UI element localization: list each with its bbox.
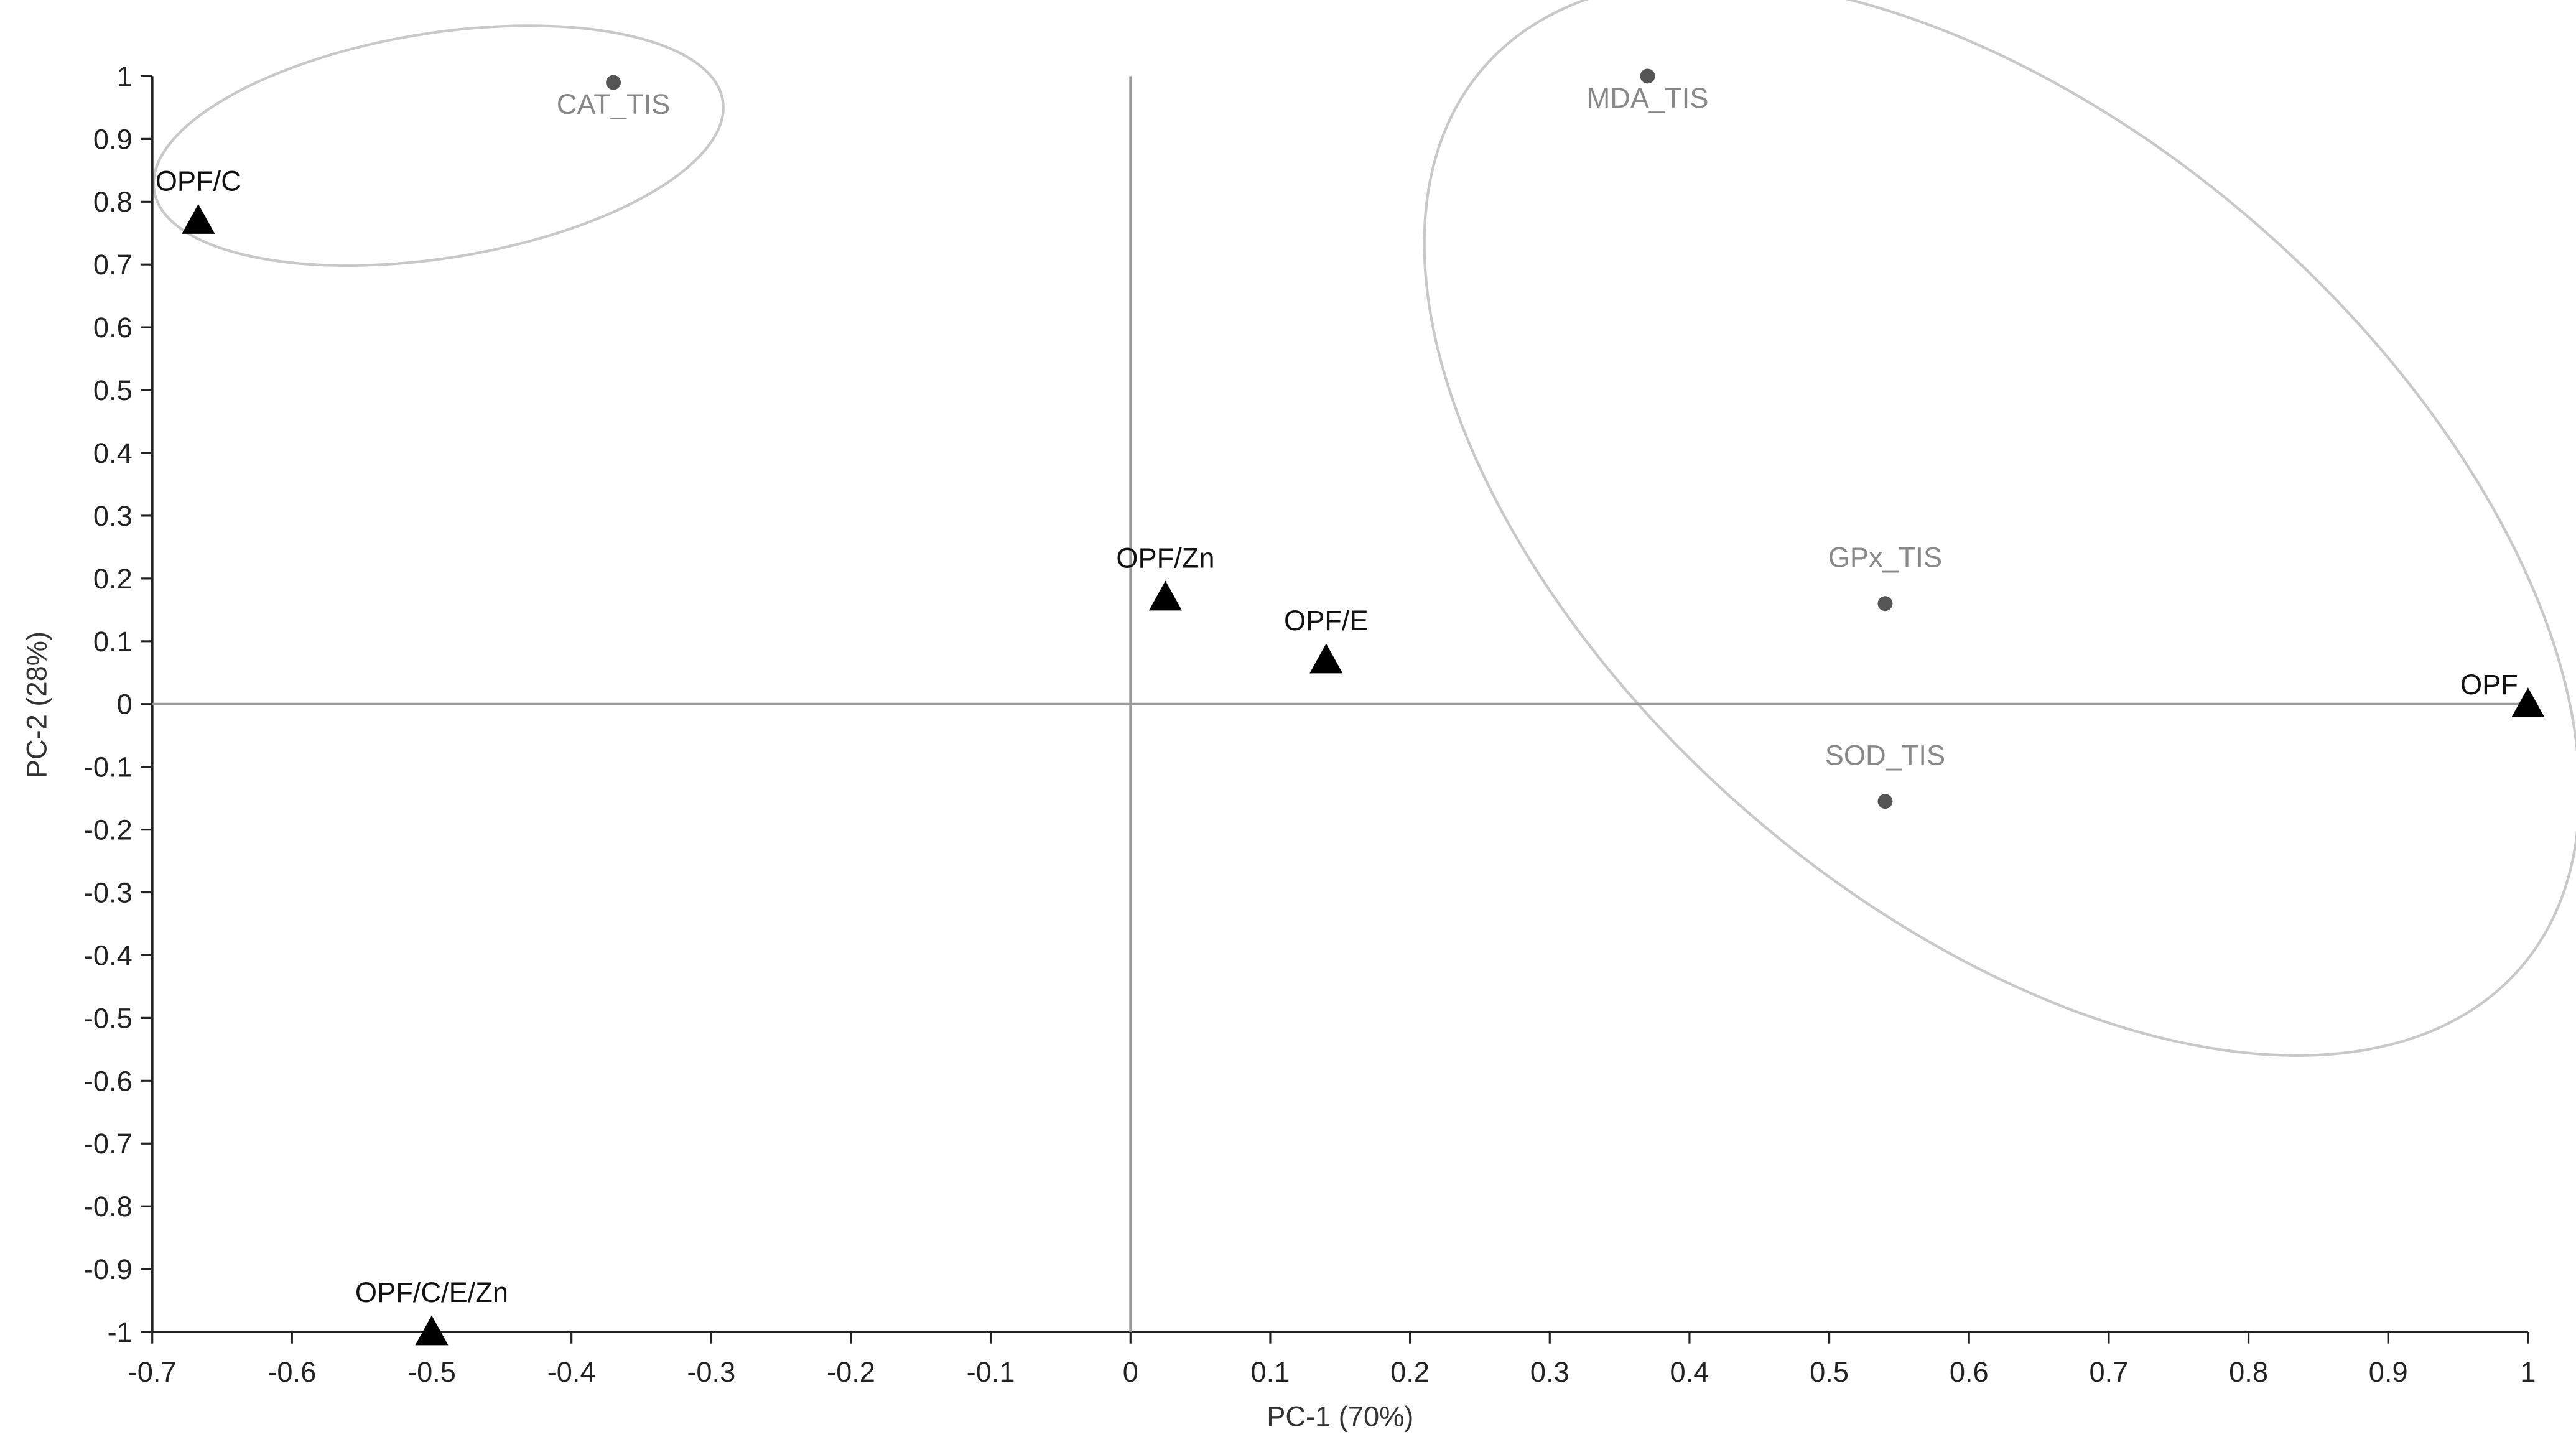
y-tick-label: 0.8 <box>93 186 133 218</box>
y-tick-label: -0.7 <box>84 1128 133 1160</box>
y-tick-label: 0.1 <box>93 626 133 658</box>
y-tick-label: -0.2 <box>84 814 133 846</box>
x-tick-label: -0.4 <box>547 1356 596 1388</box>
point-label: OPF/C <box>156 165 241 197</box>
sample-marker <box>2511 687 2545 718</box>
variable-marker <box>1877 794 1893 809</box>
sample-marker <box>415 1315 449 1346</box>
y-tick-label: 0.7 <box>93 249 133 281</box>
y-tick-label: 1 <box>117 60 133 92</box>
y-tick-label: 0.4 <box>93 437 133 469</box>
x-tick-label: 0.6 <box>1950 1356 1989 1388</box>
point-label: MDA_TIS <box>1587 82 1709 114</box>
x-tick-label: 0.2 <box>1390 1356 1430 1388</box>
variable-marker <box>1877 596 1893 612</box>
y-tick-label: 0.5 <box>93 374 133 406</box>
y-tick-label: 0 <box>117 689 133 720</box>
y-tick-label: -0.5 <box>84 1002 133 1034</box>
y-tick-label: -0.6 <box>84 1065 133 1097</box>
point-label: SOD_TIS <box>1825 740 1945 771</box>
y-axis-title: PC-2 (28%) <box>21 631 52 778</box>
y-tick-label: -1 <box>108 1316 133 1348</box>
sample-marker <box>182 203 215 234</box>
cluster-ellipse <box>1423 0 2576 1057</box>
y-tick-label: 0.6 <box>93 312 133 343</box>
y-tick-label: -0.3 <box>84 877 133 908</box>
x-tick-label: 0 <box>1123 1356 1138 1388</box>
x-axis-title: PC-1 (70%) <box>1267 1401 1413 1433</box>
x-tick-label: -0.1 <box>967 1356 1015 1388</box>
x-tick-label: -0.2 <box>827 1356 875 1388</box>
x-tick-label: -0.5 <box>407 1356 456 1388</box>
x-tick-label: -0.6 <box>267 1356 316 1388</box>
x-tick-label: 0.8 <box>2229 1356 2268 1388</box>
point-label: GPx_TIS <box>1828 542 1942 574</box>
x-tick-label: -0.3 <box>687 1356 735 1388</box>
x-tick-label: 0.9 <box>2369 1356 2408 1388</box>
y-tick-label: 0.2 <box>93 563 133 595</box>
variable-marker <box>606 75 621 90</box>
y-tick-label: -0.8 <box>84 1191 133 1222</box>
x-tick-label: 0.5 <box>1810 1356 1849 1388</box>
cluster-ellipse <box>152 24 725 267</box>
point-label: CAT_TIS <box>557 88 671 120</box>
point-label: OPF/C/E/Zn <box>355 1277 508 1308</box>
x-tick-label: 0.7 <box>2089 1356 2128 1388</box>
y-tick-label: 0.9 <box>93 123 133 155</box>
x-tick-label: 0.1 <box>1251 1356 1290 1388</box>
sample-marker <box>1309 643 1343 674</box>
x-tick-label: 0.4 <box>1670 1356 1709 1388</box>
y-tick-label: -0.1 <box>84 751 133 783</box>
x-tick-label: 1 <box>2520 1356 2536 1388</box>
y-tick-label: 0.3 <box>93 500 133 532</box>
y-tick-label: -0.4 <box>84 939 133 971</box>
point-label: OPF/Zn <box>1116 542 1214 574</box>
y-tick-label: -0.9 <box>84 1254 133 1285</box>
sample-marker <box>1148 580 1183 611</box>
x-tick-label: 0.3 <box>1530 1356 1569 1388</box>
point-label: OPF <box>2460 669 2518 700</box>
x-tick-label: -0.7 <box>128 1356 177 1388</box>
point-label: OPF/E <box>1284 605 1369 636</box>
variable-marker <box>1640 68 1655 84</box>
